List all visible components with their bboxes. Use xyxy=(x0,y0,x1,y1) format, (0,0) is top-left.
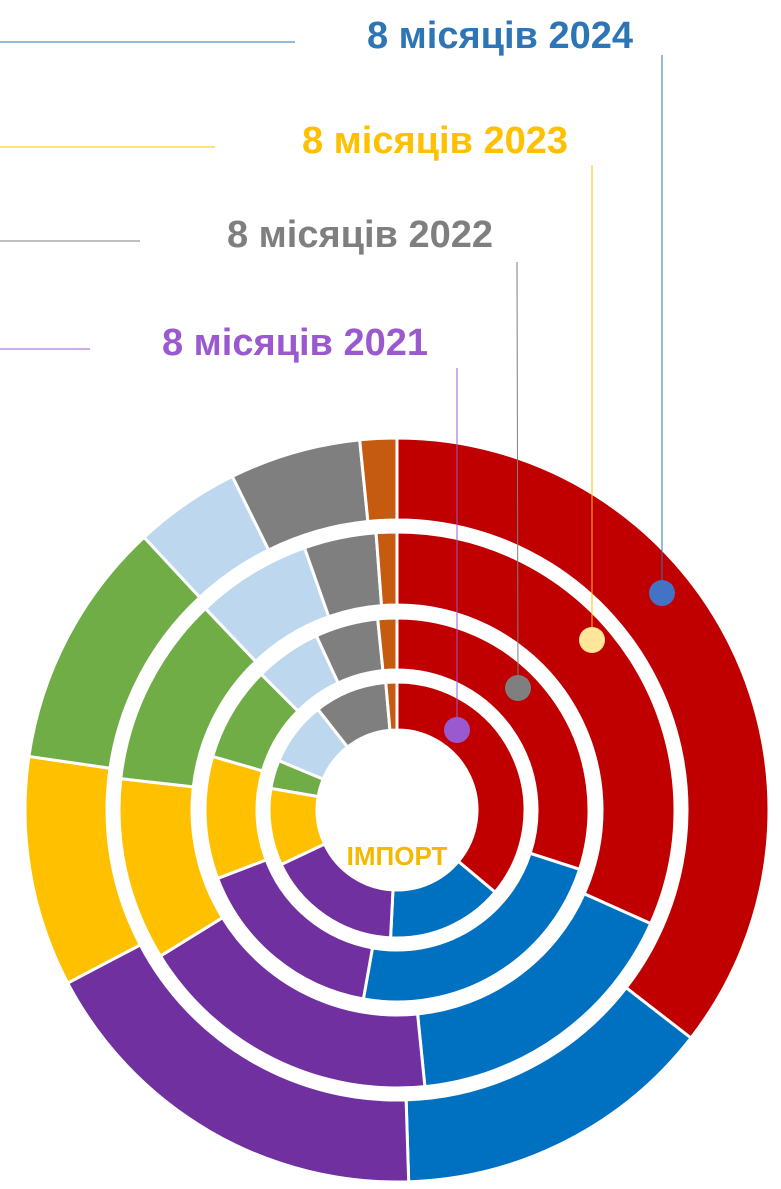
legend-label: 8 місяців 2021 xyxy=(162,322,428,364)
ring-segment xyxy=(374,530,399,608)
ring-segment xyxy=(376,616,399,673)
rings: 8 місяців 2024 8 місяців 2023 8 місяців 20… xyxy=(0,15,771,1184)
series-marker xyxy=(579,627,605,653)
ring-segment xyxy=(203,754,269,881)
ring-segment xyxy=(395,680,527,895)
leader-line xyxy=(516,261,519,689)
legend-label: 8 місяців 2024 xyxy=(367,15,633,57)
ring-segment xyxy=(395,530,677,926)
ring-segment xyxy=(395,436,771,1041)
center-label: ІМПОРТ xyxy=(347,841,448,871)
legend-label: 8 місяців 2022 xyxy=(227,214,493,256)
ring-segment xyxy=(358,436,399,524)
ring-segment xyxy=(384,680,399,732)
series-marker xyxy=(444,717,470,743)
ring-segment xyxy=(395,616,591,872)
series-marker xyxy=(649,580,675,606)
legend-label: 8 місяців 2023 xyxy=(302,120,568,162)
series-marker xyxy=(505,675,531,701)
